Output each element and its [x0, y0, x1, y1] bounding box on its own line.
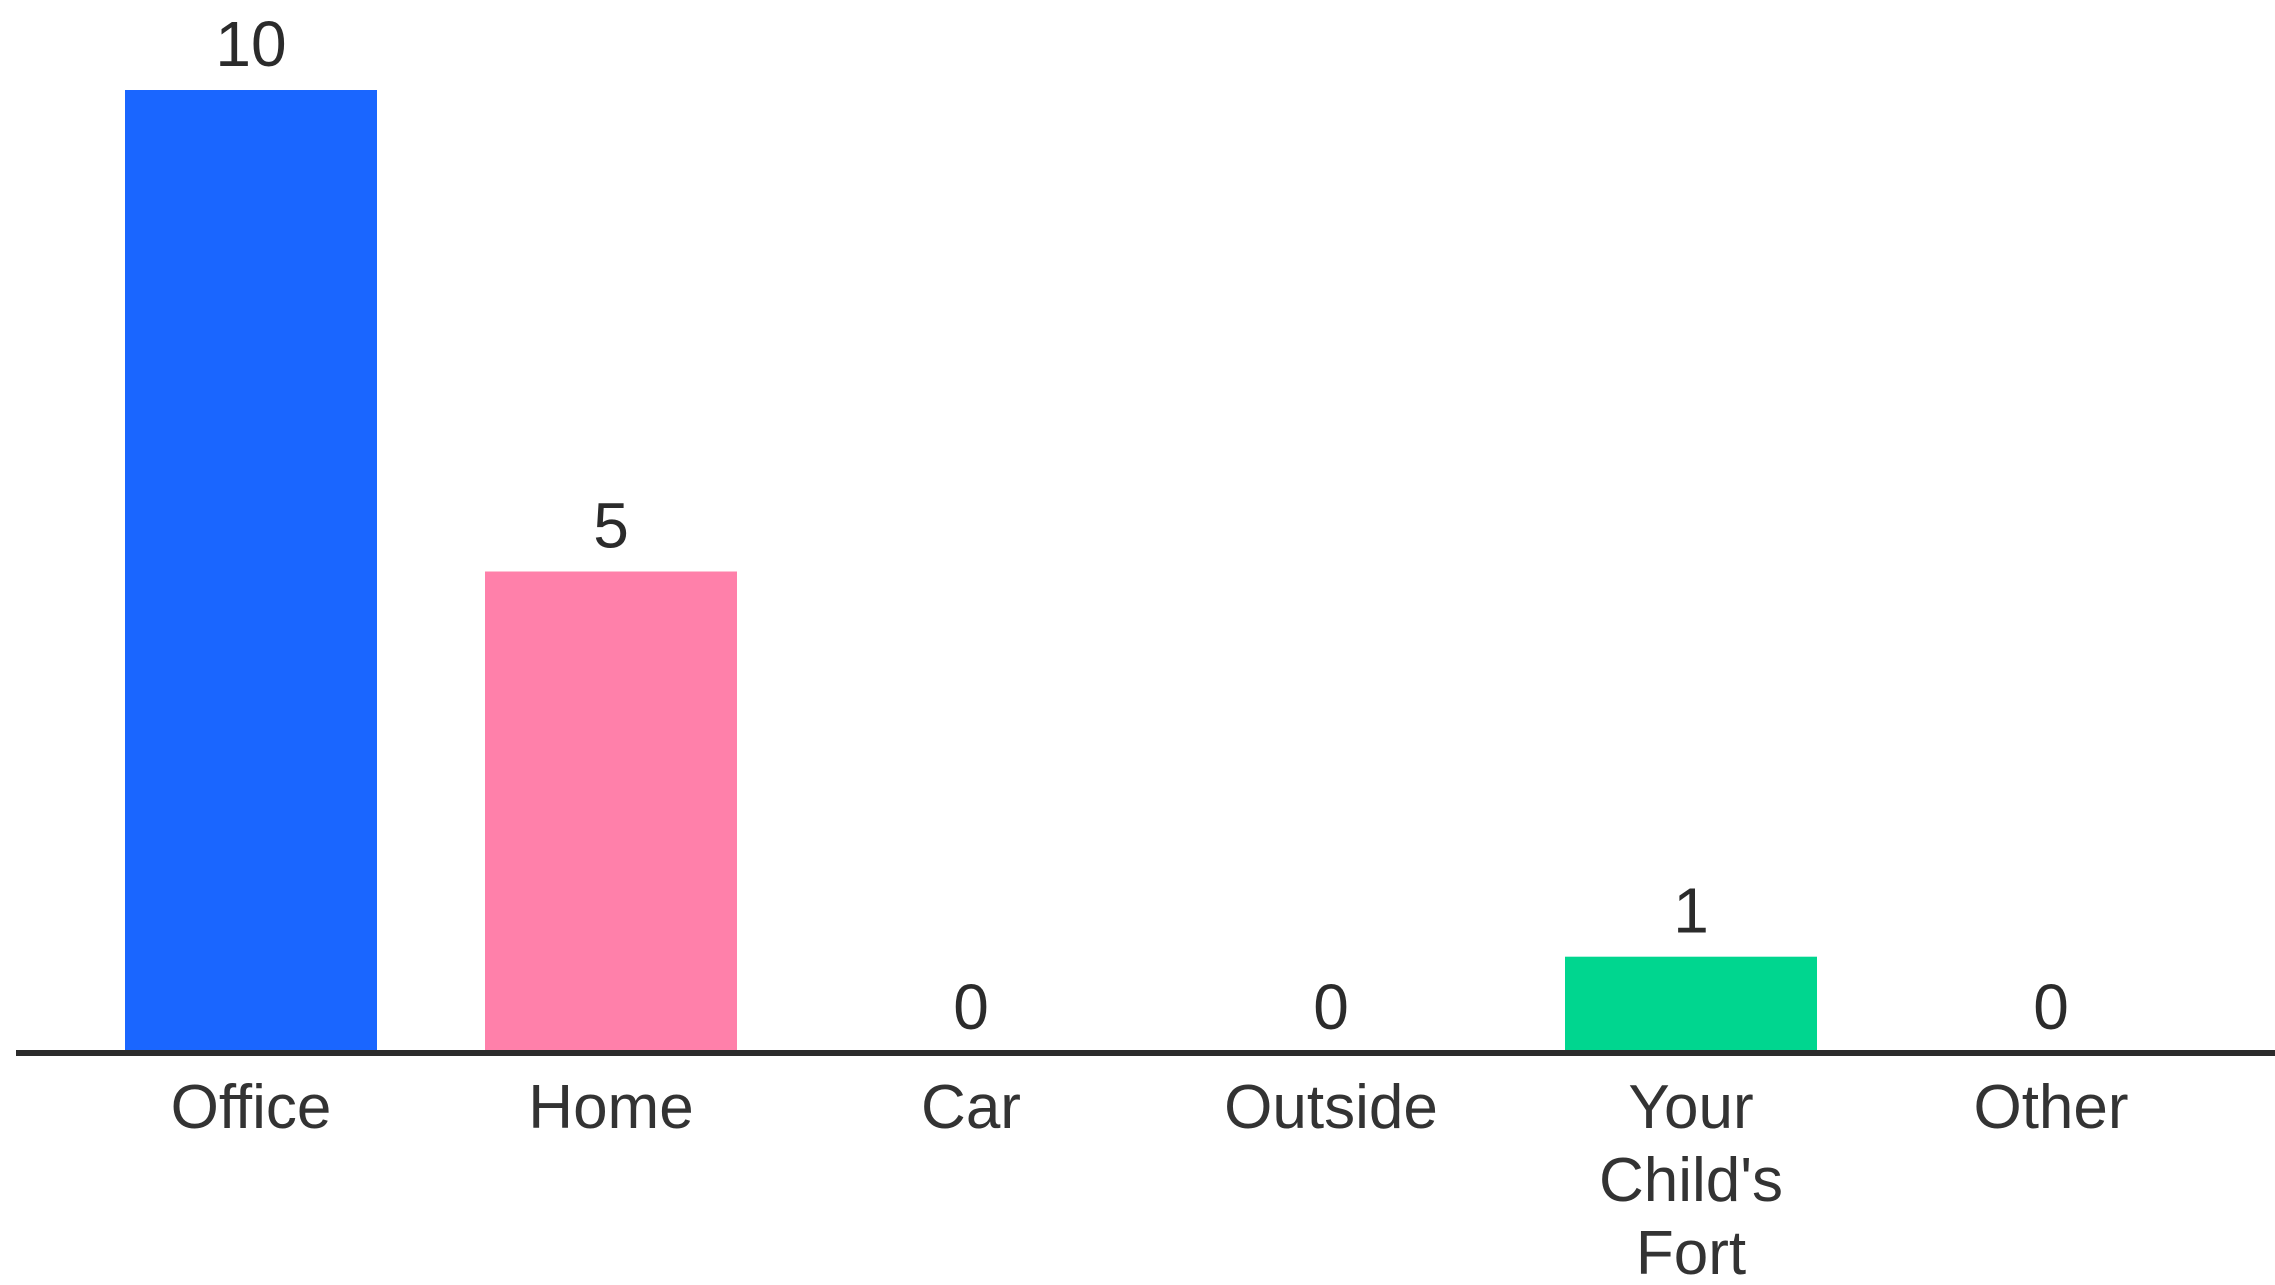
category-label-line: Home [528, 1073, 693, 1142]
bar-your-child-s-fort [1565, 956, 1817, 1053]
bar-office [125, 90, 377, 1053]
value-label-home: 5 [593, 490, 629, 562]
category-labels-group: Office Home Car Outside Your Child's Fort Other [171, 1073, 2129, 1285]
category-label-home: Home [528, 1073, 693, 1142]
category-label-line: Office [171, 1073, 332, 1142]
category-label-line: Car [921, 1073, 1021, 1142]
value-label-other: 0 [2033, 971, 2069, 1043]
bar-home [485, 571, 737, 1053]
category-label-line: Your [1628, 1073, 1753, 1142]
category-label-office: Office [171, 1073, 332, 1142]
category-label-line: Other [1973, 1073, 2128, 1142]
value-label-outside: 0 [1313, 971, 1349, 1043]
category-label-car: Car [921, 1073, 1021, 1142]
value-label-office: 10 [215, 8, 286, 80]
bars-group [125, 90, 1817, 1053]
category-label-line: Child's [1599, 1146, 1783, 1215]
category-label-outside: Outside [1224, 1073, 1438, 1142]
category-label-other: Other [1973, 1073, 2128, 1142]
value-label-car: 0 [953, 971, 989, 1043]
category-label-line: Fort [1636, 1219, 1746, 1285]
category-label-line: Outside [1224, 1073, 1438, 1142]
category-label-your-child-s-fort: Your Child's Fort [1599, 1073, 1783, 1285]
value-label-your-child-s-fort: 1 [1673, 875, 1709, 947]
